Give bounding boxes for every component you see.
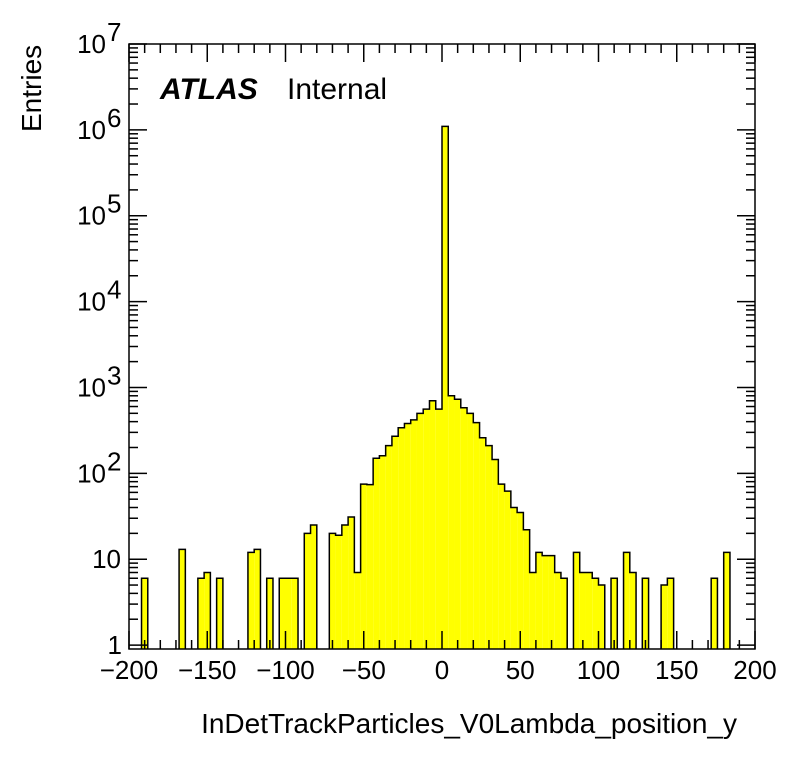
x-tick-label: −100 — [256, 655, 315, 685]
histogram-bar — [642, 578, 649, 649]
y-tick-label: 10 — [77, 372, 106, 402]
histogram-bar — [335, 535, 342, 649]
x-tick-label: 50 — [506, 655, 535, 685]
histogram-bar — [504, 491, 511, 649]
x-tick-label: −200 — [100, 655, 159, 685]
y-tick-exponent: 4 — [107, 275, 121, 305]
histogram-bar — [467, 413, 474, 649]
histogram-bar — [266, 578, 273, 649]
internal-label: Internal — [287, 73, 387, 106]
x-tick-label: 200 — [733, 655, 776, 685]
x-tick-label: 0 — [435, 655, 449, 685]
x-tick-label: −150 — [178, 655, 237, 685]
histogram-bar — [548, 555, 555, 649]
y-tick-exponent: 2 — [107, 446, 121, 476]
histogram-bar — [291, 578, 299, 649]
y-tick-label: 10 — [77, 115, 106, 145]
histogram-bar — [542, 555, 549, 649]
histogram-bar — [141, 578, 148, 649]
histogram-bar — [573, 552, 580, 649]
histogram-bar — [416, 413, 424, 649]
y-tick-exponent: 6 — [107, 103, 121, 133]
histogram-bar — [623, 552, 630, 649]
histogram-bar — [479, 437, 486, 649]
histogram-bar — [366, 484, 374, 649]
histogram-outline — [140, 125, 731, 649]
y-tick-label: 1 — [108, 630, 122, 660]
histogram-bar — [529, 572, 536, 649]
histogram-bar — [304, 533, 311, 649]
histogram-bar — [435, 409, 442, 649]
histogram-bar — [711, 578, 718, 649]
histogram-bar — [247, 552, 255, 649]
histogram-bar — [429, 400, 436, 649]
x-axis-title: InDetTrackParticles_V0Lambda_position_y — [201, 708, 737, 739]
histogram-bar — [385, 445, 392, 649]
histogram-bar — [285, 578, 292, 649]
histogram-bar — [485, 445, 493, 649]
histogram-bar — [629, 572, 637, 649]
histogram-bar — [179, 549, 186, 649]
histogram-bar — [216, 578, 223, 649]
histogram-bar — [379, 455, 386, 649]
y-tick-label: 10 — [77, 287, 106, 317]
histogram-bar — [197, 578, 205, 649]
histogram-bar — [204, 572, 211, 649]
histogram-bar — [442, 126, 449, 650]
histogram-bar — [611, 578, 618, 649]
histogram-bar — [510, 507, 518, 649]
histogram-bar — [535, 552, 543, 649]
histogram-bar — [341, 525, 349, 649]
histogram-bar — [598, 585, 605, 649]
y-tick-exponent: 7 — [107, 17, 121, 47]
histogram-bar — [667, 578, 674, 649]
histogram-bar — [517, 512, 524, 649]
atlas-label: ATLAS — [159, 73, 258, 106]
histogram-bar — [423, 409, 430, 649]
histogram-bar — [579, 572, 586, 649]
x-tick-label: 100 — [577, 655, 620, 685]
histogram-bar — [279, 578, 286, 649]
histogram-bar — [592, 578, 599, 649]
histogram-bar — [310, 525, 317, 649]
histogram-bar — [560, 578, 568, 649]
histogram-bar — [523, 529, 530, 649]
y-tick-label: 10 — [77, 458, 106, 488]
histogram-bar — [373, 458, 380, 649]
y-tick-exponent: 3 — [107, 360, 121, 390]
histogram-bar — [448, 395, 455, 649]
histogram-bar — [404, 423, 411, 649]
histogram-bar — [329, 533, 336, 649]
histogram-bar — [723, 552, 730, 649]
histogram-bar — [410, 419, 417, 649]
histogram-bar — [585, 572, 593, 649]
y-axis-title: Entries — [16, 45, 47, 132]
y-tick-label: 10 — [77, 201, 106, 231]
histogram-bar — [492, 459, 499, 649]
histogram-bar — [348, 517, 355, 649]
x-tick-label: 150 — [655, 655, 698, 685]
x-tick-labels: −200 −150 −100 −50 0 50 100 150 200 — [100, 655, 777, 685]
histogram-bar — [473, 422, 480, 649]
histogram-bar — [398, 427, 405, 649]
y-tick-label: 10 — [92, 544, 121, 574]
histogram-bar — [454, 399, 461, 649]
y-tick-label: 10 — [77, 29, 106, 59]
x-tick-label: −50 — [342, 655, 386, 685]
y-tick-exponent: 5 — [107, 189, 121, 219]
histogram-bar — [661, 585, 668, 649]
histogram-bar — [254, 549, 261, 649]
plot-frame — [128, 43, 756, 650]
histogram-bar — [554, 572, 561, 649]
histogram-bar — [460, 407, 468, 649]
histogram-bar — [498, 484, 505, 649]
histogram-bar — [391, 436, 399, 649]
histogram-bars — [141, 126, 730, 650]
axis-ticks — [128, 43, 756, 649]
histogram-bar — [354, 572, 361, 649]
histogram-bar — [360, 484, 367, 649]
